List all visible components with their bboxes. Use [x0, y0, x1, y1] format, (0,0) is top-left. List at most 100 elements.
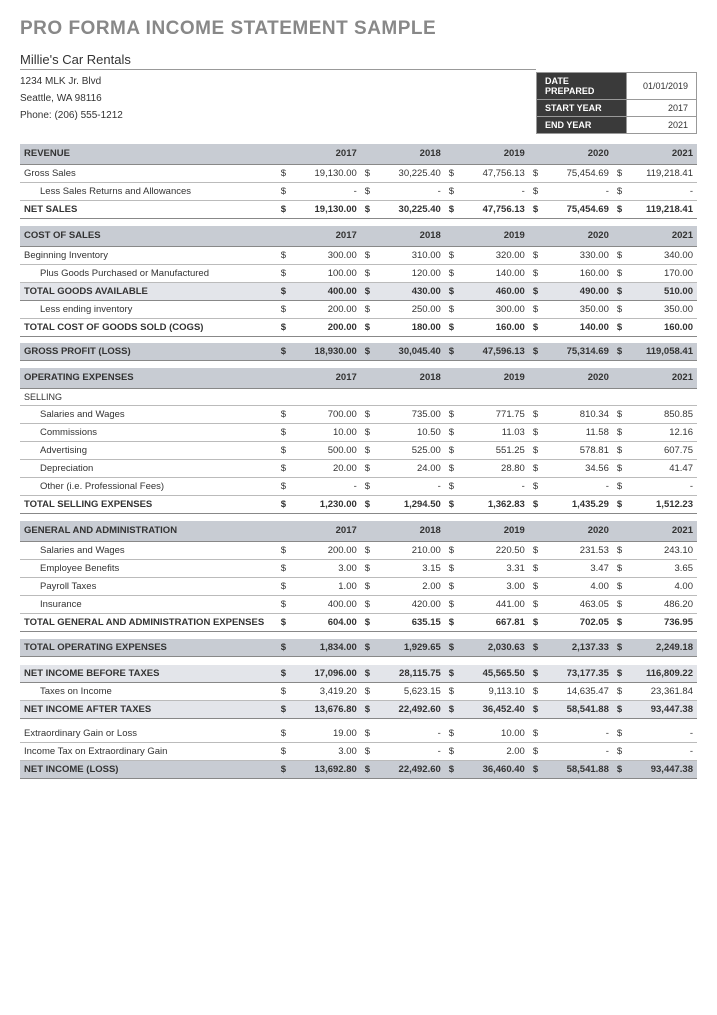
currency-symbol: $	[613, 477, 628, 495]
cell-value: 250.00	[376, 300, 445, 318]
cell-value: 47,596.13	[460, 343, 529, 361]
currency-symbol: $	[445, 318, 460, 336]
cell-value: 525.00	[376, 441, 445, 459]
year-header: 2019	[460, 368, 529, 388]
year-header: 2019	[460, 521, 529, 541]
row-label: Beginning Inventory	[20, 246, 277, 264]
cell-value: 58,541.88	[544, 761, 613, 779]
cell-value: 9,113.10	[460, 682, 529, 700]
currency-symbol: $	[613, 495, 628, 513]
year-header: 2019	[460, 144, 529, 164]
currency-symbol: $	[529, 318, 544, 336]
currency-symbol: $	[445, 639, 460, 657]
currency-symbol: $	[613, 613, 628, 631]
currency-symbol: $	[529, 559, 544, 577]
row-label: Depreciation	[20, 459, 277, 477]
currency-symbol: $	[613, 761, 628, 779]
total-label: TOTAL GENERAL AND ADMINISTRATION EXPENSE…	[20, 613, 277, 631]
cell-value: 1,230.00	[292, 495, 361, 513]
cell-value: 1,929.65	[376, 639, 445, 657]
cell-value: 340.00	[628, 246, 697, 264]
cell-value: 551.25	[460, 441, 529, 459]
cell-value: 430.00	[376, 282, 445, 300]
currency-symbol: $	[361, 595, 376, 613]
currency-symbol: $	[361, 246, 376, 264]
currency-symbol: $	[361, 405, 376, 423]
cell-value: 47,756.13	[460, 200, 529, 218]
cell-value: 119,218.41	[628, 164, 697, 182]
currency-symbol: $	[277, 441, 292, 459]
cell-value: 4.00	[628, 577, 697, 595]
currency-symbol: $	[445, 495, 460, 513]
currency-symbol: $	[613, 665, 628, 683]
cell-value: 170.00	[628, 264, 697, 282]
currency-symbol: $	[529, 665, 544, 683]
cell-value: 75,454.69	[544, 200, 613, 218]
currency-symbol: $	[277, 682, 292, 700]
cell-value: 1,834.00	[292, 639, 361, 657]
currency-symbol: $	[277, 282, 292, 300]
cell-value: 200.00	[292, 541, 361, 559]
cell-value: 441.00	[460, 595, 529, 613]
currency-symbol: $	[613, 343, 628, 361]
currency-symbol: $	[277, 495, 292, 513]
currency-symbol: $	[361, 264, 376, 282]
year-header: 2017	[292, 521, 361, 541]
currency-symbol: $	[529, 405, 544, 423]
currency-symbol: $	[445, 613, 460, 631]
currency-symbol: $	[613, 559, 628, 577]
currency-symbol: $	[445, 182, 460, 200]
year-header: 2017	[292, 144, 361, 164]
cell-value: 3.31	[460, 559, 529, 577]
currency-symbol: $	[613, 300, 628, 318]
cell-value: 119,058.41	[628, 343, 697, 361]
currency-symbol: $	[445, 343, 460, 361]
currency-symbol: $	[445, 700, 460, 718]
currency-symbol: $	[277, 541, 292, 559]
currency-symbol: $	[529, 541, 544, 559]
cell-value: -	[544, 182, 613, 200]
cell-value: 116,809.22	[628, 665, 697, 683]
row-label: Payroll Taxes	[20, 577, 277, 595]
currency-symbol: $	[277, 477, 292, 495]
company-address-2: Seattle, WA 98116	[20, 93, 536, 104]
currency-symbol: $	[529, 441, 544, 459]
cell-value: 47,756.13	[460, 164, 529, 182]
cell-value: 420.00	[376, 595, 445, 613]
cell-value: 17,096.00	[292, 665, 361, 683]
currency-symbol: $	[613, 682, 628, 700]
cell-value: 75,314.69	[544, 343, 613, 361]
currency-symbol: $	[529, 182, 544, 200]
section-header: REVENUE	[20, 144, 277, 164]
cell-value: 19,130.00	[292, 164, 361, 182]
cell-value: 330.00	[544, 246, 613, 264]
cell-value: 160.00	[628, 318, 697, 336]
cell-value: 3.47	[544, 559, 613, 577]
cell-value: 34.56	[544, 459, 613, 477]
year-header: 2020	[544, 521, 613, 541]
cell-value: 36,460.40	[460, 761, 529, 779]
cell-value: 3,419.20	[292, 682, 361, 700]
row-label: Salaries and Wages	[20, 405, 277, 423]
currency-symbol: $	[613, 700, 628, 718]
cell-value: 10.00	[460, 725, 529, 743]
currency-symbol: $	[613, 405, 628, 423]
row-label: Plus Goods Purchased or Manufactured	[20, 264, 277, 282]
row-label: Commissions	[20, 423, 277, 441]
year-header: 2019	[460, 226, 529, 246]
cell-value: -	[628, 477, 697, 495]
cell-value: 11.58	[544, 423, 613, 441]
cell-value: -	[460, 182, 529, 200]
meta-end-year-label: END YEAR	[537, 117, 627, 134]
currency-symbol: $	[277, 246, 292, 264]
row-label: Less Sales Returns and Allowances	[20, 182, 277, 200]
year-header: 2018	[376, 144, 445, 164]
row-label: Advertising	[20, 441, 277, 459]
cell-value: 578.81	[544, 441, 613, 459]
cell-value: 231.53	[544, 541, 613, 559]
row-label: Extraordinary Gain or Loss	[20, 725, 277, 743]
currency-symbol: $	[529, 743, 544, 761]
cell-value: 11.03	[460, 423, 529, 441]
cell-value: -	[376, 182, 445, 200]
section-header: COST OF SALES	[20, 226, 277, 246]
